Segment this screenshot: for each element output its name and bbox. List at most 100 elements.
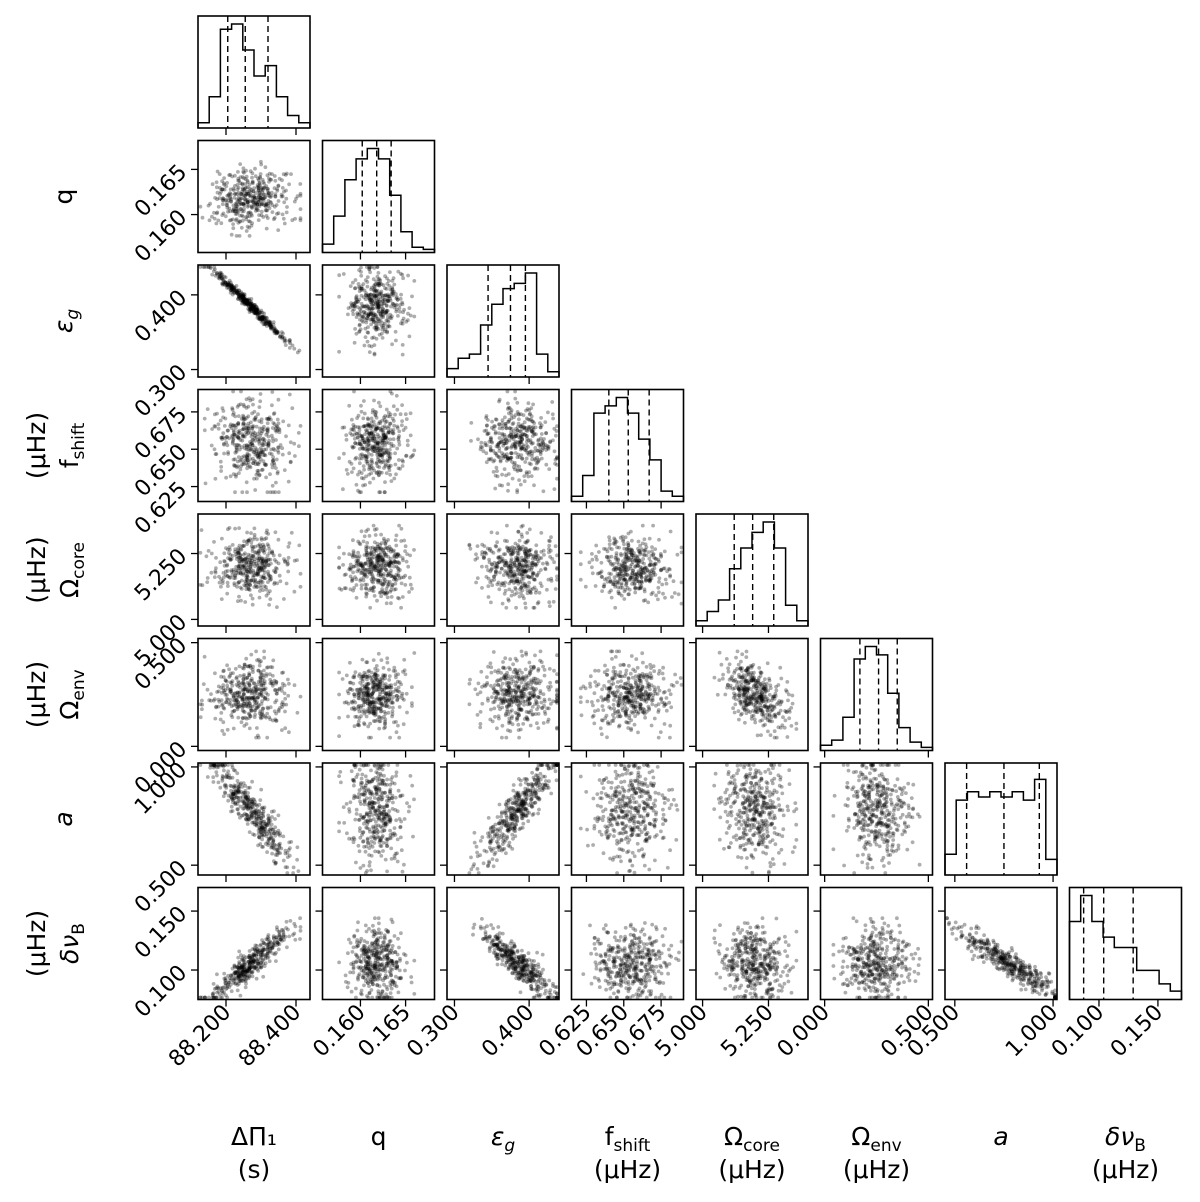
sample-point [482, 555, 487, 559]
sample-point [668, 573, 672, 578]
sample-point [221, 278, 226, 282]
sample-point [212, 412, 217, 417]
sample-point [244, 198, 249, 203]
sample-point [254, 308, 259, 313]
sample-point [202, 265, 207, 269]
sample-point [607, 590, 612, 595]
sample-point [511, 421, 516, 425]
sample-point [379, 582, 384, 586]
sample-point [522, 596, 526, 601]
sample-point [259, 536, 264, 541]
sample-point [372, 398, 376, 403]
sample-point [542, 445, 547, 449]
sample-point [238, 704, 242, 709]
sample-point [247, 683, 252, 688]
sample-point [245, 201, 250, 205]
sample-point [287, 338, 292, 342]
sample-point [245, 185, 250, 190]
sample-point [267, 321, 272, 325]
sample-point [206, 265, 211, 269]
sample-point [245, 298, 250, 303]
sample-point [239, 201, 243, 206]
sample-point [242, 203, 247, 208]
sample-point [298, 571, 303, 576]
sample-point [237, 202, 242, 207]
sample-point [517, 478, 521, 482]
sample-point [553, 587, 558, 591]
sample-point [285, 562, 290, 567]
sample-point [239, 720, 244, 725]
sample-point [679, 580, 684, 585]
sample-point [222, 274, 227, 279]
sample-point [527, 580, 531, 585]
sample-point [227, 192, 231, 197]
sample-point [238, 295, 243, 300]
sample-point [226, 584, 230, 588]
sample-point [258, 316, 262, 321]
sample-point [205, 407, 210, 411]
sample-point [512, 569, 516, 574]
sample-point [362, 670, 367, 675]
sample-point [260, 316, 264, 321]
sample-point [255, 700, 259, 704]
sample-point [617, 545, 621, 550]
sample-point [252, 303, 257, 307]
sample-point [245, 578, 250, 583]
sample-point [376, 651, 381, 656]
sample-point [387, 454, 392, 459]
sample-point [357, 716, 362, 721]
sample-point [643, 570, 648, 574]
sample-point [255, 658, 259, 663]
sample-point [479, 440, 484, 445]
sample-point [287, 392, 292, 397]
sample-point [378, 554, 383, 559]
sample-point [532, 483, 536, 488]
sample-point [264, 201, 269, 206]
sample-point [538, 421, 542, 426]
sample-point [262, 186, 266, 190]
sample-point [250, 602, 255, 607]
sample-point [255, 537, 259, 542]
sample-point [234, 290, 239, 294]
sample-point [371, 306, 375, 311]
sample-point [252, 681, 257, 685]
sample-point [256, 178, 261, 183]
sample-point [224, 184, 229, 189]
sample-point [375, 544, 380, 549]
sample-point [247, 234, 252, 238]
sample-point [225, 181, 230, 185]
sample-point [365, 339, 370, 344]
sample-point [210, 272, 215, 277]
sample-point [249, 309, 254, 313]
sample-point [381, 562, 386, 566]
sample-point [369, 549, 374, 554]
scatter-eps_g-dpi1 [198, 265, 302, 355]
sample-point [351, 466, 356, 471]
scatter-q-dpi1 [198, 159, 303, 238]
sample-point [352, 436, 357, 441]
sample-point [402, 657, 407, 662]
sample-point [359, 586, 364, 591]
sample-point [286, 555, 291, 560]
sample-point [261, 436, 266, 441]
sample-point [386, 426, 390, 431]
sample-point [375, 668, 380, 673]
sample-point [260, 196, 264, 201]
sample-point [251, 305, 255, 309]
sample-point [342, 586, 347, 591]
sample-point [238, 294, 243, 298]
sample-point [358, 687, 363, 691]
sample-point [386, 555, 391, 559]
sample-point [234, 449, 239, 454]
sample-point [587, 560, 592, 565]
sample-point [224, 197, 229, 202]
sample-point [244, 217, 249, 222]
sample-point [544, 431, 548, 436]
sample-point [239, 196, 244, 201]
sample-point [237, 294, 241, 298]
sample-point [255, 203, 260, 207]
sample-point [385, 546, 390, 551]
sample-point [268, 323, 273, 328]
sample-point [247, 301, 252, 306]
sample-point [262, 203, 266, 208]
